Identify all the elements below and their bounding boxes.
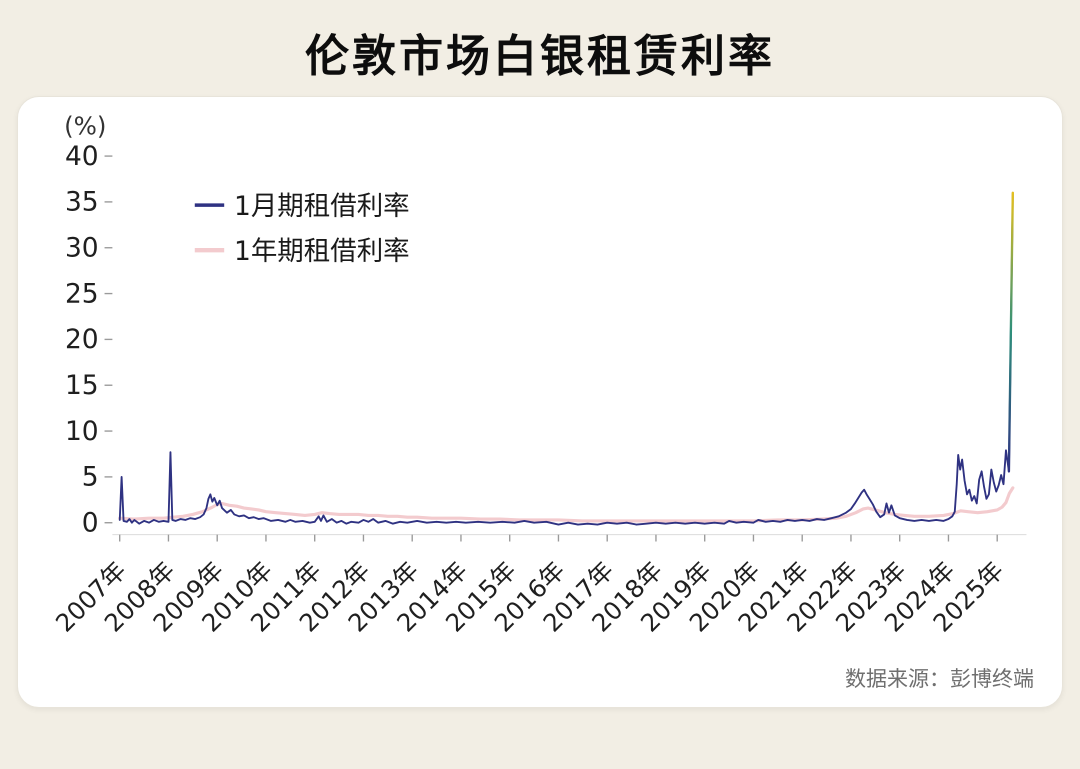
y-tick-label: 40	[65, 141, 99, 172]
y-tick-label: 25	[65, 278, 99, 309]
data-source: 数据来源：彭博终端	[845, 667, 1034, 691]
y-tick-label: 30	[65, 233, 99, 264]
y-tick-label: 15	[65, 370, 99, 401]
y-tick-label: 5	[82, 462, 99, 493]
y-tick-label: 0	[82, 508, 99, 539]
y-axis-unit-label: (%)	[64, 111, 106, 140]
legend-label: 1月期租借利率	[234, 191, 410, 222]
y-tick-label: 20	[65, 324, 99, 355]
series-line-1y	[118, 486, 1015, 523]
chart-svg: (%)05101520253035402007年2008年2009年2010年2…	[50, 111, 1027, 638]
y-tick-label: 35	[65, 187, 99, 218]
chart-card: (%) 0 5 10 15 20 25 30 35 40 2007年 2008年 2009年 2010年 2…	[17, 96, 1063, 708]
page-title: 伦敦市场白银租赁利率	[305, 31, 775, 82]
legend-label: 1年期租借利率	[234, 236, 410, 267]
page: 伦敦市场白银租赁利率 (%) 0 5 10 15 20 25 30 35 40 2007年 2008年…	[0, 20, 1080, 708]
final-spike-line	[1007, 191, 1014, 473]
series-line-1m	[118, 191, 1014, 526]
y-tick-label: 10	[65, 416, 99, 447]
